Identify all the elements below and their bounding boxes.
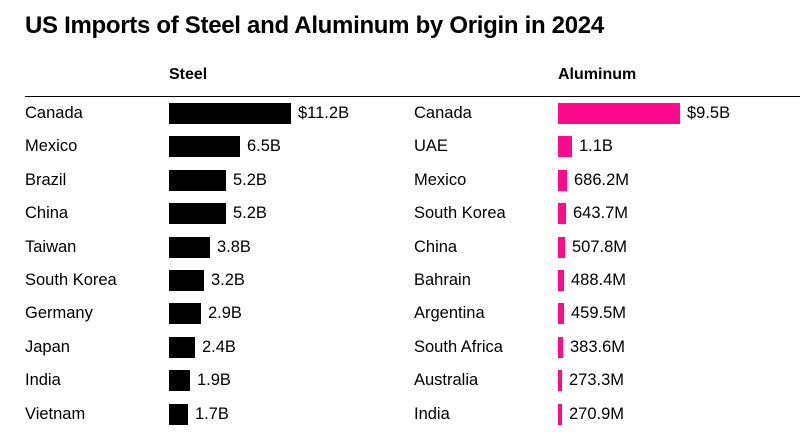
category-label: UAE	[414, 137, 448, 156]
bar	[558, 336, 563, 358]
data-label: 270.9M	[569, 404, 625, 423]
category-label: South Korea	[414, 204, 506, 223]
category-label: South Africa	[414, 337, 503, 356]
chart-title: US Imports of Steel and Aluminum by Orig…	[25, 12, 604, 39]
bar-row: Canada $9.5B	[0, 102, 800, 124]
category-label: Taiwan	[25, 237, 77, 256]
bar	[558, 303, 564, 325]
category-label: Germany	[25, 304, 93, 323]
data-label: 2.4B	[202, 337, 236, 356]
data-label: 1.9B	[197, 371, 231, 390]
bar-row: Mexico 6.5B	[0, 135, 800, 158]
bar	[169, 403, 188, 425]
bar	[558, 236, 565, 258]
data-label: 383.6M	[570, 337, 626, 356]
data-label: 3.2B	[211, 271, 245, 289]
header-rule	[25, 96, 800, 97]
bar	[169, 270, 204, 291]
bar	[169, 136, 240, 158]
bar	[169, 303, 201, 325]
bar	[169, 203, 226, 225]
category-label: India	[414, 404, 450, 423]
bar	[558, 169, 567, 191]
bar-row: China 5.2B	[0, 202, 800, 225]
category-label: Canada	[414, 104, 472, 122]
bar	[558, 136, 572, 158]
category-label: Brazil	[25, 170, 67, 189]
data-label: $11.2B	[298, 104, 350, 122]
bar	[558, 103, 680, 124]
bar-row: Canada $11.2B	[0, 102, 800, 124]
category-label: Vietnam	[25, 404, 86, 423]
bar-row: Bahrain 488.4M	[0, 269, 800, 291]
category-label: Japan	[25, 337, 70, 356]
bar-row: South Korea 643.7M	[0, 202, 800, 225]
category-label: China	[25, 204, 69, 223]
data-label: 5.2B	[233, 204, 267, 223]
bar-row: South Africa 383.6M	[0, 336, 800, 358]
bar-row: Germany 2.9B	[0, 302, 800, 325]
bar-row: UAE 1.1B	[0, 135, 800, 158]
data-label: 5.2B	[233, 170, 267, 189]
bar-row: Australia 273.3M	[0, 369, 800, 392]
bar	[169, 336, 195, 358]
data-label: 6.5B	[247, 137, 281, 156]
data-label: 2.9B	[208, 304, 242, 323]
bar	[169, 370, 190, 392]
data-label: 643.7M	[573, 204, 629, 223]
bar	[169, 169, 226, 191]
bar-row: Taiwan 3.8B	[0, 236, 800, 258]
bar-row: Mexico 686.2M	[0, 169, 800, 191]
data-label: $9.5B	[687, 104, 731, 122]
column-header-aluminum: Aluminum	[558, 66, 637, 83]
bar-row: Japan 2.4B	[0, 336, 800, 358]
bar	[558, 270, 564, 291]
bar-row: China 507.8M	[0, 236, 800, 258]
bar	[558, 370, 562, 392]
data-label: 507.8M	[572, 237, 628, 256]
data-label: 3.8B	[217, 237, 251, 256]
category-label: Australia	[414, 371, 479, 390]
category-label: Bahrain	[414, 271, 471, 289]
data-label: 459.5M	[571, 304, 627, 323]
data-label: 1.7B	[195, 404, 229, 423]
category-label: Mexico	[414, 170, 467, 189]
bar-row: Vietnam 1.7B	[0, 403, 800, 425]
bar-row: Brazil 5.2B	[0, 169, 800, 191]
category-label: India	[25, 371, 61, 390]
bar	[169, 103, 291, 124]
bar-row: India 1.9B	[0, 369, 800, 392]
column-header-steel: Steel	[169, 66, 208, 83]
data-label: 488.4M	[571, 271, 627, 289]
data-label: 686.2M	[574, 170, 630, 189]
category-label: Canada	[25, 104, 83, 122]
bar	[558, 203, 566, 225]
category-label: South Korea	[25, 271, 117, 289]
category-label: Mexico	[25, 137, 78, 156]
bar-row: India 270.9M	[0, 403, 800, 425]
bar-row: South Korea 3.2B	[0, 269, 800, 291]
bar-row: Argentina 459.5M	[0, 302, 800, 325]
bar	[169, 236, 210, 258]
bar	[558, 403, 562, 425]
data-label: 1.1B	[579, 137, 613, 156]
data-label: 273.3M	[569, 371, 625, 390]
category-label: China	[414, 237, 458, 256]
category-label: Argentina	[414, 304, 485, 323]
